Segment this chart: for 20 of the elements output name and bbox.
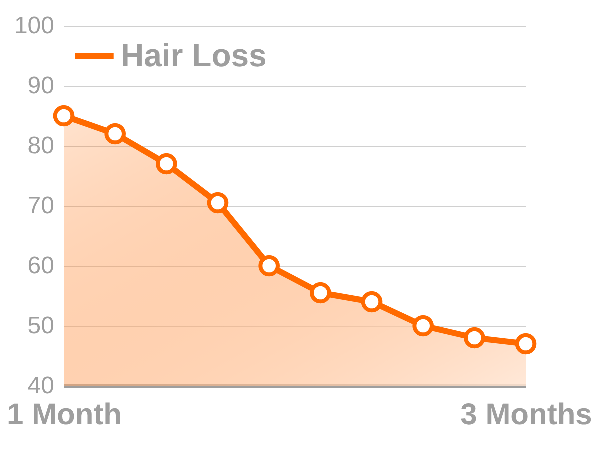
y-tick-label: 90 bbox=[28, 72, 54, 100]
point bbox=[412, 315, 434, 337]
y-tick-label: 100 bbox=[14, 12, 54, 40]
x-tick-label: 3 Months bbox=[460, 398, 592, 432]
legend-label: Hair Loss bbox=[121, 38, 267, 74]
point bbox=[464, 327, 486, 349]
point bbox=[156, 153, 178, 175]
y-tick-label: 40 bbox=[28, 372, 54, 400]
x-tick-label: 1 Month bbox=[7, 398, 122, 432]
point bbox=[53, 105, 75, 127]
point bbox=[361, 291, 383, 313]
y-tick-label: 80 bbox=[28, 132, 54, 160]
point bbox=[207, 192, 229, 214]
point bbox=[515, 333, 537, 355]
point bbox=[258, 255, 280, 277]
y-tick-label: 60 bbox=[28, 252, 54, 280]
y-tick-label: 50 bbox=[28, 312, 54, 340]
point bbox=[104, 123, 126, 145]
y-tick-label: 70 bbox=[28, 192, 54, 220]
point bbox=[310, 282, 332, 304]
